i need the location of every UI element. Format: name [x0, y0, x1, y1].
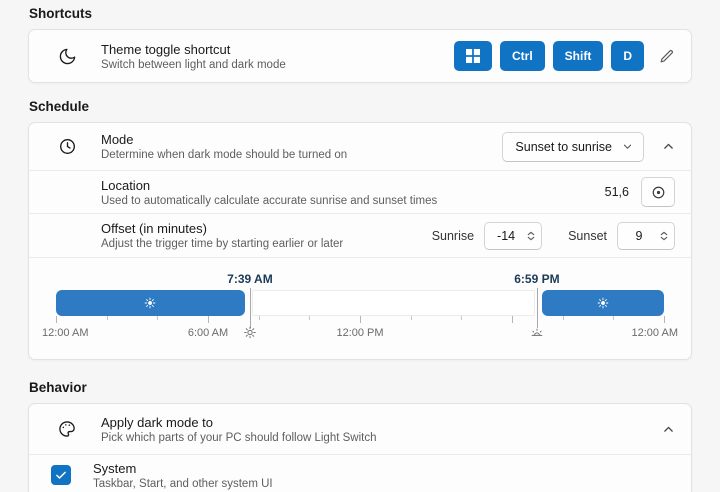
axis-label-noon: 12:00 PM: [336, 327, 384, 339]
palette-icon: [57, 419, 77, 439]
offset-title: Offset (in minutes): [101, 221, 207, 236]
timeline-tick: [461, 316, 463, 320]
location-pin-icon: [651, 185, 666, 200]
spinner-arrows-icon[interactable]: [527, 231, 541, 241]
theme-toggle-subtitle: Switch between light and dark mode: [101, 58, 286, 71]
timeline-tick: [309, 316, 311, 320]
timeline-tick: [208, 316, 209, 323]
divider: [29, 454, 691, 455]
timeline-tick: [258, 316, 260, 320]
d-key-button[interactable]: D: [611, 41, 644, 71]
timeline-tick: [360, 316, 361, 323]
location-subtitle: Used to automatically calculate accurate…: [101, 194, 438, 207]
sunrise-offset-label: Sunrise: [431, 228, 475, 243]
timeline-tick: [613, 316, 615, 320]
axis-label-midnight-end: 12:00 AM: [631, 327, 678, 339]
mode-dropdown-value: Sunset to sunrise: [515, 139, 612, 154]
timeline-tick: [562, 316, 564, 320]
night-bar-left: [56, 290, 245, 316]
sunrise-time-label: 7:39 AM: [227, 272, 273, 286]
chevron-up-icon: [662, 423, 675, 436]
location-row: Location Used to automatically calculate…: [29, 171, 691, 213]
timeline-track: [56, 288, 664, 328]
windows-logo-icon: [465, 49, 480, 63]
ctrl-key-button[interactable]: Ctrl: [499, 41, 545, 71]
timeline-tick: [410, 316, 412, 320]
behavior-section-header: Behavior: [29, 380, 87, 395]
schedule-collapse-button[interactable]: [662, 140, 675, 153]
windows-key-button[interactable]: [453, 41, 492, 71]
sunset-separator: [536, 288, 538, 328]
clock-icon: [57, 137, 77, 157]
shift-key-button[interactable]: Shift: [552, 41, 604, 71]
apply-dark-mode-row: Apply dark mode to Pick which parts of y…: [29, 404, 691, 454]
sun-glyph-icon: [144, 297, 156, 309]
sunrise-offset-value: -14: [497, 228, 516, 243]
divider: [29, 170, 691, 171]
system-title: System: [93, 460, 137, 476]
detect-location-button[interactable]: [641, 177, 675, 207]
day-strip: [251, 290, 535, 316]
location-title: Location: [101, 177, 151, 193]
system-row: System Taskbar, Start, and other system …: [29, 455, 691, 492]
apply-dark-mode-subtitle: Pick which parts of your PC should follo…: [101, 431, 377, 444]
location-value: 51,6: [604, 185, 629, 199]
schedule-section-header: Schedule: [29, 99, 90, 114]
schedule-card: Mode Determine when dark mode should be …: [28, 122, 692, 360]
mode-row: Mode Determine when dark mode should be …: [29, 123, 691, 170]
shortcuts-section-header: Shortcuts: [29, 6, 93, 21]
timeline-tick: [664, 316, 665, 323]
theme-toggle-row: Theme toggle shortcut Switch between lig…: [29, 30, 691, 82]
divider: [29, 257, 691, 258]
offset-subtitle: Adjust the trigger time by starting earl…: [101, 238, 344, 250]
offset-row: Offset (in minutes) Adjust the trigger t…: [29, 214, 691, 257]
sunset-horizon-icon: [530, 326, 544, 339]
chevron-up-icon: [662, 140, 675, 153]
sunrise-sun-icon: [243, 326, 256, 339]
axis-label-midnight-start: 12:00 AM: [42, 327, 89, 339]
behavior-card: Apply dark mode to Pick which parts of y…: [28, 403, 692, 492]
chevron-down-icon: [622, 141, 633, 152]
moon-icon: [57, 46, 77, 66]
theme-toggle-title: Theme toggle shortcut: [101, 41, 231, 57]
apply-dark-mode-title: Apply dark mode to: [101, 414, 214, 430]
system-checkbox[interactable]: [51, 465, 71, 485]
mode-title: Mode: [101, 132, 134, 147]
timeline-tick: [157, 316, 159, 320]
sunset-time-label: 6:59 PM: [514, 272, 560, 286]
sunset-offset-spinner[interactable]: 9: [617, 221, 675, 250]
timeline-tick: [106, 316, 108, 320]
timeline-tick: [512, 316, 513, 323]
sunrise-separator: [249, 288, 251, 328]
edit-shortcut-button[interactable]: [658, 48, 675, 65]
pencil-icon: [658, 48, 675, 65]
sunset-offset-label: Sunset: [568, 228, 607, 243]
sun-glyph-icon: [597, 297, 609, 309]
sunrise-offset-spinner[interactable]: -14: [484, 221, 543, 250]
timeline-ticks: [56, 316, 665, 325]
day-night-timeline: 7:39 AM 6:59 PM: [29, 258, 691, 359]
timeline-tick: [56, 316, 57, 323]
mode-dropdown[interactable]: Sunset to sunrise: [502, 131, 644, 162]
behavior-collapse-button[interactable]: [662, 423, 675, 436]
theme-toggle-card: Theme toggle shortcut Switch between lig…: [28, 29, 692, 83]
checkmark-icon: [55, 469, 67, 481]
system-subtitle: Taskbar, Start, and other system UI: [93, 477, 273, 490]
divider: [29, 213, 691, 214]
sunset-offset-value: 9: [635, 228, 643, 243]
night-bar-right: [541, 290, 664, 316]
axis-label-6am: 6:00 AM: [187, 327, 229, 339]
mode-subtitle: Determine when dark mode should be turne…: [101, 149, 348, 161]
spinner-arrows-icon[interactable]: [660, 231, 674, 241]
